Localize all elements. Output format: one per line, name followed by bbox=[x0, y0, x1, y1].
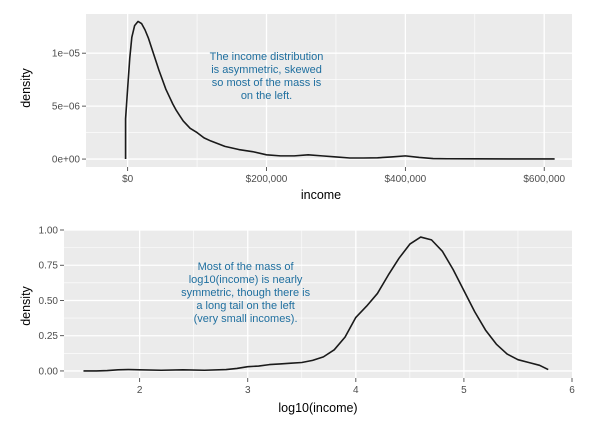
density-curve bbox=[83, 236, 549, 372]
x-axis-label: log10(income) bbox=[278, 401, 357, 415]
x-tick-label: 4 bbox=[353, 385, 359, 396]
annotation-line: The income distribution bbox=[210, 51, 324, 63]
annotation-line: Most of the mass of bbox=[198, 261, 295, 273]
annotation-line: so most of the mass is bbox=[212, 77, 322, 89]
income-density-chart: 0e+00 5e−06 1e−05 $0 $200,000 $400,000 $600,0… bbox=[19, 14, 572, 202]
x-axis-ticks: 2 3 4 5 6 bbox=[137, 378, 575, 396]
log-income-density-chart: 0.00 0.25 0.50 0.75 1.00 2 3 4 5 6 Most of the m… bbox=[19, 226, 575, 416]
y-tick-label: 0.75 bbox=[39, 261, 59, 272]
x-tick-label: 2 bbox=[137, 385, 143, 396]
y-tick-label: 1.00 bbox=[39, 226, 59, 237]
y-tick-label: 1e−05 bbox=[52, 49, 81, 60]
gridlines bbox=[64, 229, 572, 378]
y-axis-label: density bbox=[19, 67, 33, 107]
y-tick-label: 0e+00 bbox=[52, 155, 81, 166]
annotation-line: a long tail on the left bbox=[196, 300, 294, 312]
x-tick-label: 6 bbox=[569, 385, 575, 396]
x-tick-label: 5 bbox=[461, 385, 467, 396]
annotation: Most of the mass of log10(income) is near… bbox=[181, 261, 310, 325]
plot-panel bbox=[86, 14, 572, 167]
x-tick-label: $0 bbox=[122, 174, 134, 185]
y-axis-ticks: 0.00 0.25 0.50 0.75 1.00 bbox=[39, 226, 64, 377]
y-axis-ticks: 0e+00 5e−06 1e−05 bbox=[52, 49, 86, 166]
annotation-line: log10(income) is nearly bbox=[189, 274, 303, 286]
x-tick-label: 3 bbox=[245, 385, 251, 396]
annotation-line: (very small incomes). bbox=[194, 313, 298, 325]
x-axis-label: income bbox=[301, 188, 341, 202]
y-axis-label: density bbox=[19, 285, 33, 325]
y-tick-label: 5e−06 bbox=[52, 102, 81, 113]
annotation-line: is asymmetric, skewed bbox=[211, 64, 322, 76]
y-tick-label: 0.50 bbox=[39, 296, 59, 307]
x-tick-label: $400,000 bbox=[385, 174, 427, 185]
annotation-line: symmetric, though there is bbox=[181, 287, 310, 299]
density-curve bbox=[124, 20, 555, 160]
annotation: The income distribution is asymmetric, sk… bbox=[210, 51, 324, 102]
x-tick-label: $600,000 bbox=[523, 174, 565, 185]
y-tick-label: 0.25 bbox=[39, 331, 59, 342]
annotation-line: on the left. bbox=[241, 90, 292, 102]
y-tick-label: 0.00 bbox=[39, 366, 59, 377]
x-axis-ticks: $0 $200,000 $400,000 $600,000 bbox=[122, 167, 566, 185]
x-tick-label: $200,000 bbox=[246, 174, 288, 185]
